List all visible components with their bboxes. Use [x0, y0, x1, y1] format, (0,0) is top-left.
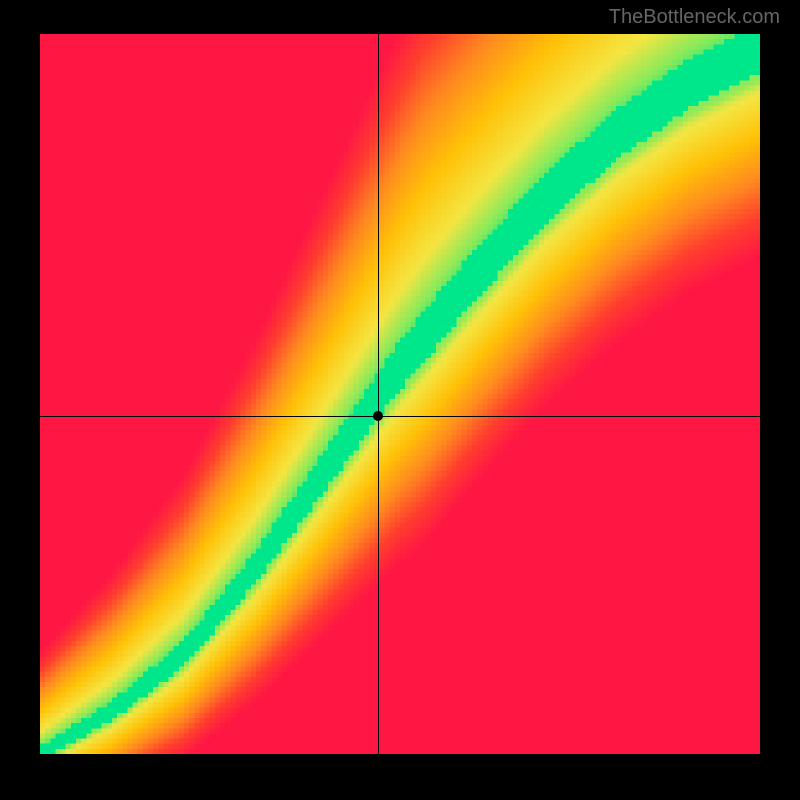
chart-container: TheBottleneck.com — [0, 0, 800, 800]
plot-area — [40, 34, 760, 754]
crosshair-marker — [373, 411, 383, 421]
heatmap-canvas — [40, 34, 760, 754]
crosshair-horizontal — [40, 416, 760, 417]
crosshair-vertical — [378, 34, 379, 754]
watermark-text: TheBottleneck.com — [609, 6, 780, 29]
